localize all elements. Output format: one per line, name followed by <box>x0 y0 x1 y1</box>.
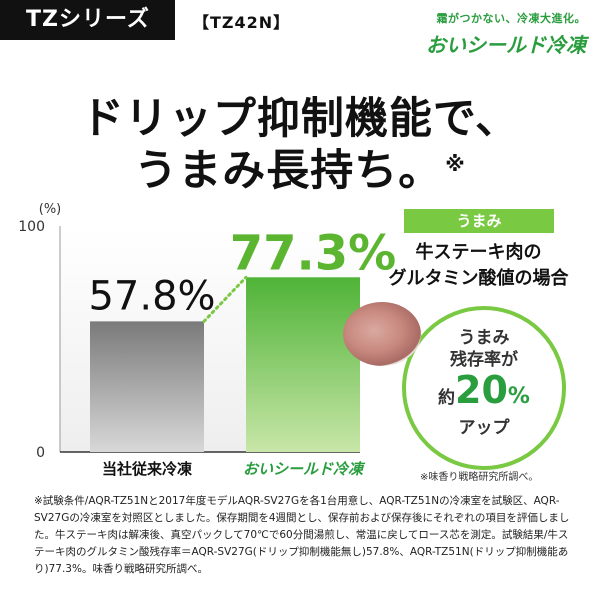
brand-logo: 霜がつかない、冷凍大進化。 おいシールド冷凍 <box>408 10 586 58</box>
subject-line1: 牛ステーキ肉の <box>415 242 542 263</box>
model-number: 【TZ42N】 <box>193 13 291 32</box>
steak-image <box>343 302 421 366</box>
category-label-0: 当社従来冷凍 <box>102 460 193 478</box>
brand-tagline: 霜がつかない、冷凍大進化。 <box>436 12 586 25</box>
y-tick-0: 0 <box>36 445 45 461</box>
series-badge: TZシリーズ <box>0 0 175 40</box>
bubble-line1: うまみ <box>458 328 510 348</box>
value-label-1: 77.3% <box>230 225 397 281</box>
connector-line <box>202 275 248 323</box>
subject-line2: グルタミン酸値の場合 <box>388 268 569 289</box>
bar-0 <box>90 321 204 452</box>
headline-line2: うまみ長持ち。 ※ <box>0 150 600 193</box>
bubble-line2: 残存率が <box>450 350 518 370</box>
subject-text: 牛ステーキ肉の グルタミン酸値の場合 <box>376 240 581 292</box>
bubble-unit: % <box>507 384 530 409</box>
y-axis-unit: (%) <box>39 202 62 217</box>
bubble-value-line: 約20% <box>406 371 562 417</box>
headline-footnote-mark: ※ <box>445 152 466 176</box>
source-note: ※味香り戦略研究所調べ。 <box>420 472 539 483</box>
y-tick-100: 100 <box>18 219 45 235</box>
footnote: ※試験条件/AQR-TZ51Nと2017年度モデルAQR-SV27Gを各1台用意… <box>34 495 570 575</box>
bubble-prefix: 約 <box>438 388 456 408</box>
brand-name: おいシールド冷凍 <box>426 33 586 57</box>
category-label-1: おいシールド冷凍 <box>243 460 366 478</box>
umami-label: うまみ <box>404 209 554 233</box>
bubble-value: 20 <box>455 368 508 412</box>
headline-line2-text: うまみ長持ち。 <box>134 146 443 196</box>
headline-line1: ドリップ抑制機能で、 <box>80 94 520 144</box>
callout-bubble: うまみ 残存率が 約20% アップ <box>402 306 566 470</box>
bar-1 <box>246 277 360 452</box>
value-label-0: 57.8% <box>88 273 215 319</box>
bars-group: 57.8% 77.3% 当社従来冷凍 おいシールド冷凍 <box>88 225 396 478</box>
bubble-suffix: アップ <box>458 418 510 438</box>
